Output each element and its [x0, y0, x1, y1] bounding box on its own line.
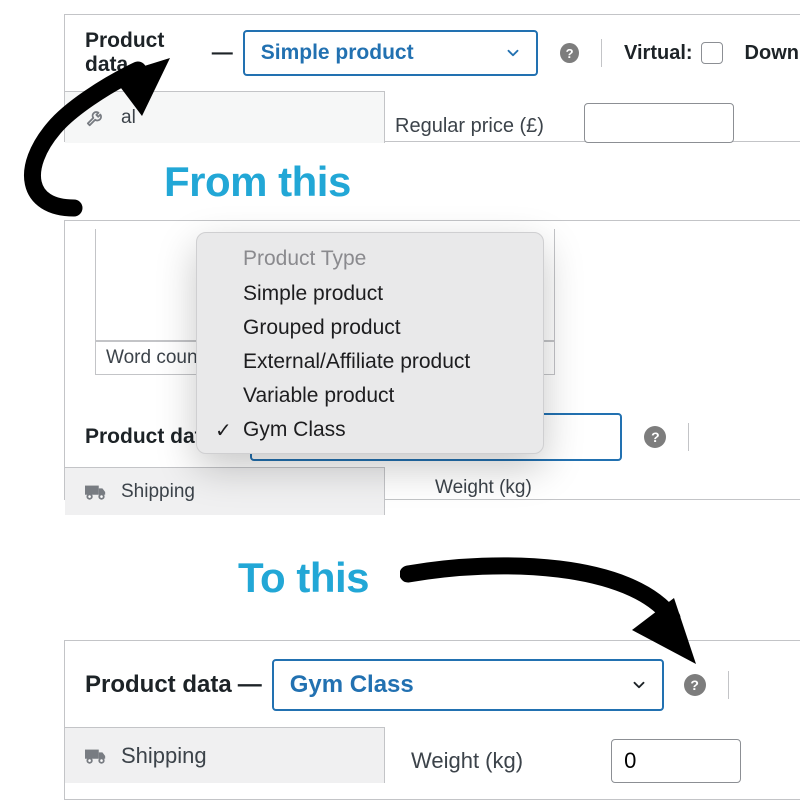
truck-icon [85, 481, 107, 503]
downloadable-label-partial: Down [745, 42, 799, 65]
product-data-label: Product data [85, 425, 213, 449]
product-type-popup: Product Type Simple product Grouped prod… [196, 232, 544, 454]
regular-price-row: Regular price (£) [395, 103, 800, 143]
product-type-select[interactable]: Simple product [243, 30, 539, 76]
virtual-checkbox[interactable] [701, 42, 723, 64]
help-icon[interactable]: ? [560, 43, 579, 63]
truck-icon [85, 745, 107, 767]
tab-shipping[interactable]: Shipping [65, 467, 385, 515]
tab-shipping-label: Shipping [121, 481, 195, 503]
weight-label-partial: Weight (kg) [435, 477, 532, 499]
arrow-to-icon [400, 556, 710, 686]
tab-shipping[interactable]: Shipping [65, 727, 385, 783]
dash: — [238, 671, 262, 699]
arrow-from-icon [14, 58, 174, 218]
virtual-label: Virtual: [624, 42, 693, 65]
popup-header: Product Type [197, 241, 543, 277]
divider [688, 423, 689, 451]
weight-row: Weight (kg) [411, 739, 800, 783]
panel-top: Product data — Simple product ? Virtual:… [64, 14, 800, 142]
popup-item-external[interactable]: External/Affiliate product [197, 345, 543, 379]
product-type-value: Gym Class [290, 671, 414, 699]
product-data-header: Product data — Simple product ? Virtual:… [65, 15, 800, 93]
dash: — [212, 41, 233, 65]
popup-item-grouped[interactable]: Grouped product [197, 311, 543, 345]
help-icon[interactable]: ? [644, 426, 666, 448]
popup-item-gym-class[interactable]: Gym Class [197, 413, 543, 447]
popup-item-simple[interactable]: Simple product [197, 277, 543, 311]
weight-input[interactable] [611, 739, 741, 783]
popup-item-variable[interactable]: Variable product [197, 379, 543, 413]
regular-price-input[interactable] [584, 103, 734, 143]
divider [728, 671, 729, 699]
product-data-label: Product data [85, 671, 232, 699]
chevron-down-icon [504, 44, 522, 62]
weight-label: Weight (kg) [411, 748, 523, 774]
tab-shipping-label: Shipping [121, 743, 207, 769]
annotation-from: From this [164, 158, 351, 206]
regular-price-label: Regular price (£) [395, 109, 544, 138]
product-type-value: Simple product [261, 41, 414, 65]
annotation-to: To this [238, 554, 369, 602]
virtual-option: Virtual: [624, 42, 723, 65]
divider [601, 39, 602, 67]
